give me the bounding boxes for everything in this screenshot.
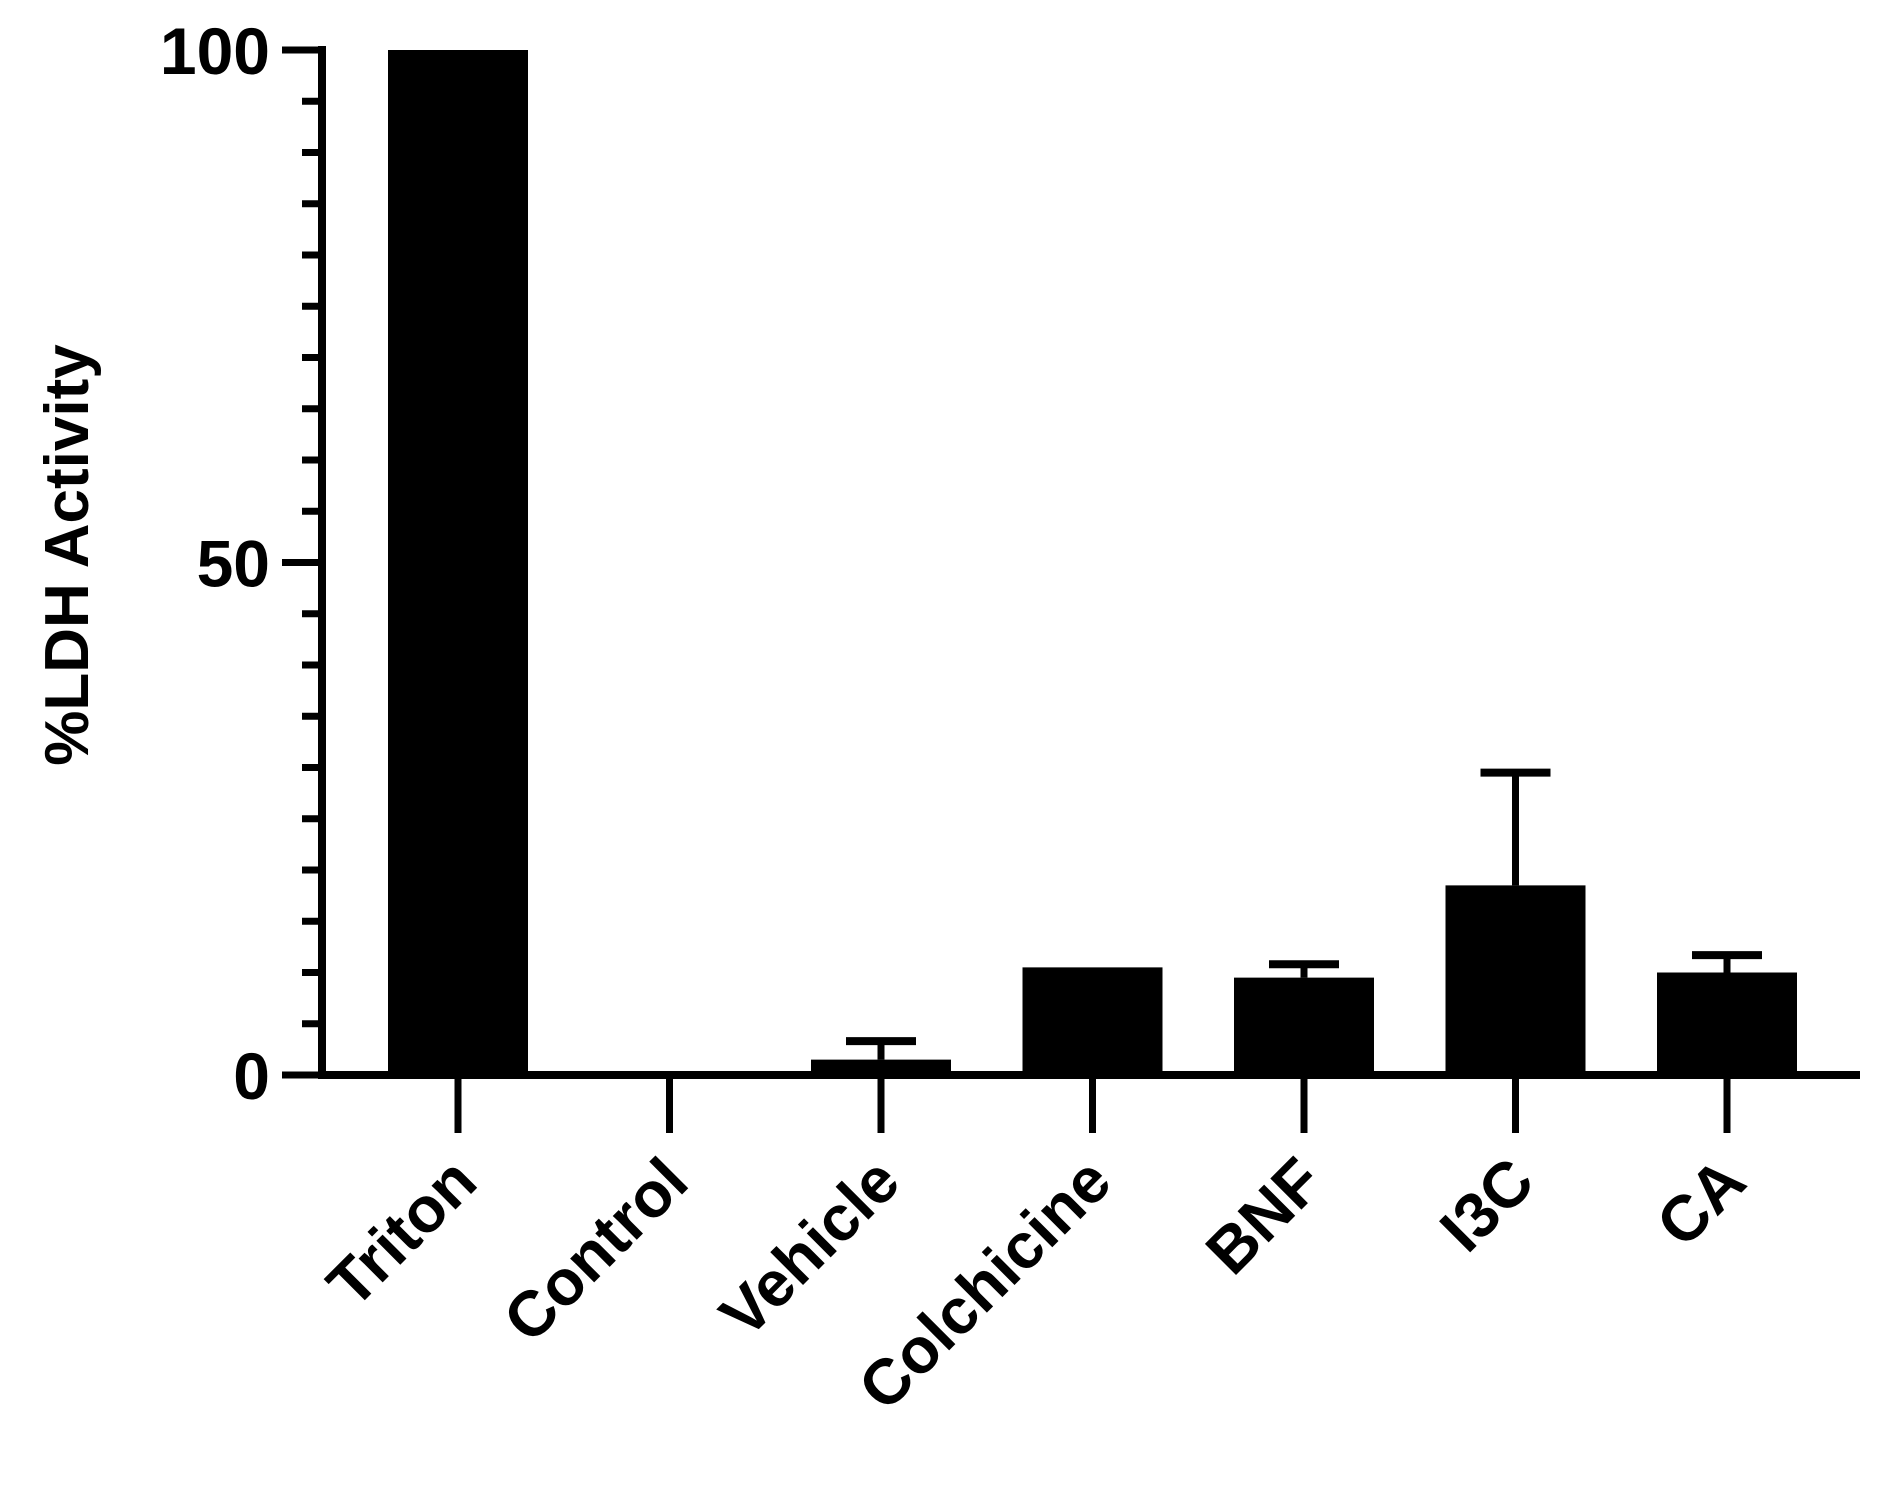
bar — [1657, 972, 1797, 1075]
x-tick-label: Vehicle — [706, 1144, 913, 1351]
y-tick-label: 100 — [160, 14, 270, 88]
x-tick-label: CA — [1643, 1144, 1759, 1260]
bar — [388, 50, 528, 1075]
x-tick-label: Control — [490, 1144, 702, 1356]
y-tick-label: 0 — [233, 1039, 270, 1113]
x-tick-label: BNF — [1192, 1144, 1336, 1288]
x-tick-label: Triton — [313, 1144, 490, 1321]
x-tick-label: I3C — [1426, 1144, 1547, 1265]
y-axis-title: %LDH Activity — [33, 344, 102, 766]
bars-layer — [388, 50, 1797, 1075]
bar — [1022, 967, 1163, 1075]
bar — [1234, 977, 1374, 1075]
bar — [1445, 885, 1586, 1075]
y-axis-ticks: 0 50 100 — [160, 14, 322, 1113]
y-tick-label: 50 — [197, 527, 270, 601]
error-bars-layer — [846, 768, 1762, 1060]
